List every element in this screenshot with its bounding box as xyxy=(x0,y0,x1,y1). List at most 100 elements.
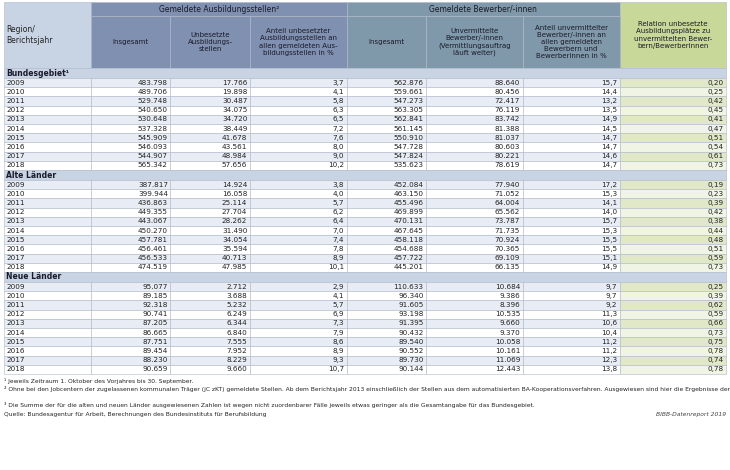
Text: 0,59: 0,59 xyxy=(707,255,723,261)
Text: 90.659: 90.659 xyxy=(142,367,168,372)
Text: 0,78: 0,78 xyxy=(707,348,723,354)
Text: 452.084: 452.084 xyxy=(393,181,423,188)
Bar xyxy=(4,244,91,254)
Text: 2010: 2010 xyxy=(7,293,25,299)
Text: 47.985: 47.985 xyxy=(222,265,247,270)
Bar xyxy=(523,142,620,152)
Text: 90.741: 90.741 xyxy=(142,311,168,317)
Bar xyxy=(171,124,250,133)
Text: 90.552: 90.552 xyxy=(398,348,423,354)
Text: 540.650: 540.650 xyxy=(138,107,168,113)
Text: 3,7: 3,7 xyxy=(333,79,344,86)
Text: 81.037: 81.037 xyxy=(495,135,520,141)
Bar xyxy=(250,337,347,346)
Text: 15,7: 15,7 xyxy=(601,219,617,224)
Text: 38.449: 38.449 xyxy=(222,125,247,132)
Bar xyxy=(91,282,171,291)
Bar xyxy=(171,152,250,161)
Bar xyxy=(91,106,171,115)
Text: 547.728: 547.728 xyxy=(393,144,423,150)
Text: 88.230: 88.230 xyxy=(142,357,168,363)
Text: 457.781: 457.781 xyxy=(138,237,168,243)
Text: 80.603: 80.603 xyxy=(495,144,520,150)
Bar xyxy=(91,115,171,124)
Bar xyxy=(620,365,726,374)
Text: 2012: 2012 xyxy=(7,311,25,317)
Text: 7.952: 7.952 xyxy=(226,348,247,354)
Text: 2013: 2013 xyxy=(7,321,25,326)
Bar xyxy=(523,124,620,133)
Text: Relation unbesetzte
Ausbildungsplätze zu
unvermittelten Bewer-
bern/Bewerberinne: Relation unbesetzte Ausbildungsplätze zu… xyxy=(634,21,712,49)
Text: ³ Die Summe der für die alten und neuen Länder ausgewiesenen Zahlen ist wegen ni: ³ Die Summe der für die alten und neuen … xyxy=(4,402,535,408)
Bar xyxy=(250,263,347,272)
Text: 2009: 2009 xyxy=(7,283,25,290)
Text: 7,9: 7,9 xyxy=(333,329,344,336)
Bar xyxy=(523,106,620,115)
Bar xyxy=(91,78,171,87)
Text: 0,39: 0,39 xyxy=(707,293,723,299)
Bar xyxy=(171,16,250,68)
Bar xyxy=(523,217,620,226)
Bar xyxy=(347,300,426,310)
Text: 5,7: 5,7 xyxy=(333,200,344,206)
Bar xyxy=(347,282,426,291)
Bar xyxy=(250,217,347,226)
Bar xyxy=(426,291,523,300)
Text: 2015: 2015 xyxy=(7,237,25,243)
Bar xyxy=(91,198,171,208)
Bar xyxy=(4,133,91,142)
Text: 31.490: 31.490 xyxy=(222,227,247,234)
Bar xyxy=(4,170,726,180)
Bar xyxy=(4,328,91,337)
Bar xyxy=(91,208,171,217)
Text: 4,1: 4,1 xyxy=(333,89,344,95)
Bar xyxy=(620,254,726,263)
Bar xyxy=(91,133,171,142)
Text: 65.562: 65.562 xyxy=(495,209,520,215)
Text: 529.748: 529.748 xyxy=(138,98,168,104)
Text: 11,2: 11,2 xyxy=(601,348,617,354)
Bar xyxy=(347,263,426,272)
Bar xyxy=(620,226,726,235)
Bar xyxy=(4,365,91,374)
Text: 7,4: 7,4 xyxy=(333,237,344,243)
Bar xyxy=(250,365,347,374)
Text: 0,62: 0,62 xyxy=(707,302,723,308)
Bar xyxy=(250,235,347,244)
Bar xyxy=(426,96,523,106)
Text: 93.198: 93.198 xyxy=(398,311,423,317)
Bar xyxy=(620,282,726,291)
Bar xyxy=(250,346,347,356)
Bar xyxy=(523,291,620,300)
Bar xyxy=(171,254,250,263)
Bar xyxy=(620,96,726,106)
Text: 2016: 2016 xyxy=(7,246,25,252)
Bar xyxy=(4,115,91,124)
Bar xyxy=(4,300,91,310)
Text: 449.355: 449.355 xyxy=(138,209,168,215)
Bar xyxy=(523,310,620,319)
Bar xyxy=(620,152,726,161)
Bar xyxy=(250,115,347,124)
Bar xyxy=(620,337,726,346)
Text: 0,54: 0,54 xyxy=(707,144,723,150)
Text: 7,3: 7,3 xyxy=(333,321,344,326)
Bar xyxy=(250,152,347,161)
Bar xyxy=(91,328,171,337)
Bar xyxy=(426,161,523,170)
Text: 69.109: 69.109 xyxy=(495,255,520,261)
Text: 2018: 2018 xyxy=(7,367,25,372)
Bar xyxy=(620,217,726,226)
Bar xyxy=(620,2,726,68)
Text: 387.817: 387.817 xyxy=(138,181,168,188)
Text: 14,7: 14,7 xyxy=(601,163,617,168)
Bar xyxy=(620,208,726,217)
Bar xyxy=(620,78,726,87)
Text: 90.432: 90.432 xyxy=(398,329,423,336)
Text: 0,39: 0,39 xyxy=(707,200,723,206)
Text: 544.907: 544.907 xyxy=(138,153,168,159)
Text: 12.443: 12.443 xyxy=(495,367,520,372)
Text: 545.909: 545.909 xyxy=(138,135,168,141)
Text: 562.876: 562.876 xyxy=(393,79,423,86)
Text: 86.665: 86.665 xyxy=(142,329,168,336)
